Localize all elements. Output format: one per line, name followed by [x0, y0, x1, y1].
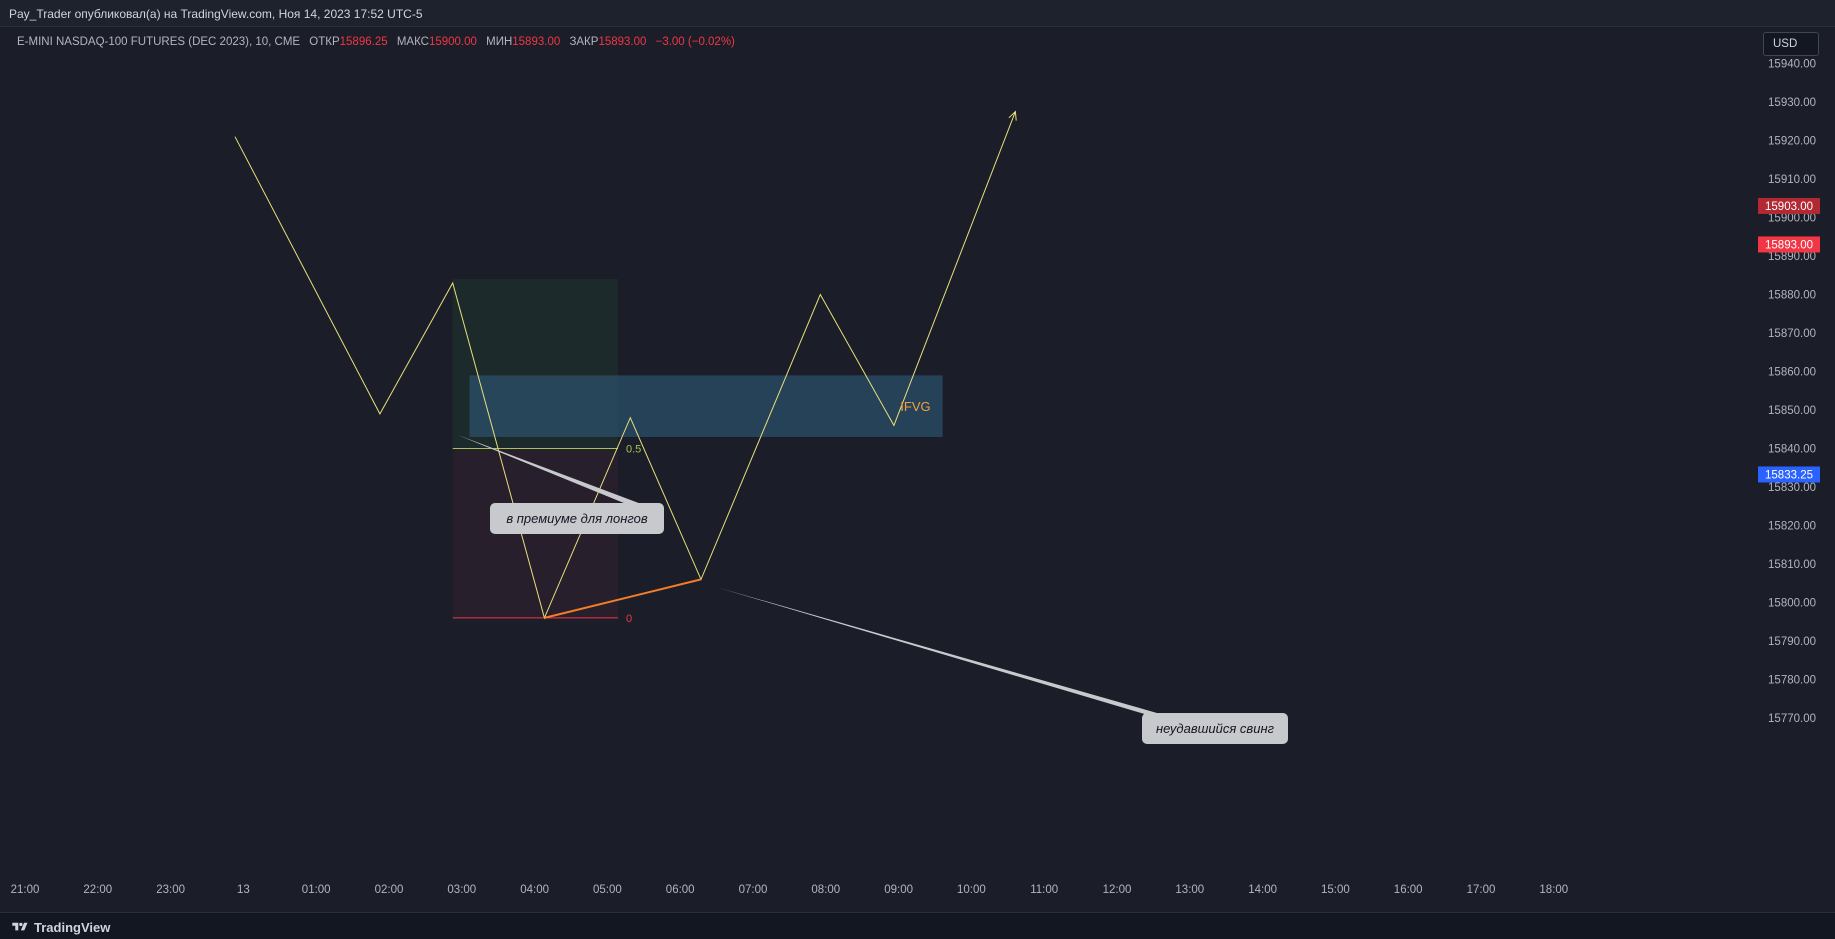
price-label-box [1758, 197, 1820, 214]
tradingview-logo-icon [12, 922, 28, 931]
lines-layer [234, 110, 1017, 620]
price-tick-label: 15830.00 [1768, 482, 1816, 494]
time-tick-label: 11:00 [1030, 884, 1058, 896]
time-tick-label: 03:00 [447, 884, 476, 896]
footer-bar: TradingView [0, 912, 1835, 939]
chart-area[interactable] [0, 27, 1835, 912]
tradingview-logo[interactable]: TradingView [10, 919, 110, 935]
callout-pointer [457, 435, 658, 517]
change-value: −3.00 (−0.02%) [655, 36, 735, 48]
price-label-text: 15833.25 [1765, 469, 1813, 481]
close-value: 15893.00 [598, 36, 647, 48]
callout-box [1142, 713, 1288, 744]
price-tick-label: 15890.00 [1768, 251, 1816, 263]
time-tick-label: 23:00 [156, 884, 185, 896]
time-tick-label: 05:00 [593, 884, 622, 896]
fib-level-05-label: 0.5 [626, 444, 641, 456]
callout-pointer [716, 587, 1164, 715]
low-value: 15893.00 [512, 36, 561, 48]
publication-header: Pay_Trader опубликовал(а) на TradingView… [0, 0, 1835, 27]
time-tick-label: 09:00 [884, 884, 913, 896]
price-tick-label: 15780.00 [1768, 675, 1816, 687]
close-label: ЗАКР [569, 36, 599, 48]
price-tick-label: 15770.00 [1768, 713, 1816, 725]
time-tick-label: 14:00 [1248, 884, 1277, 896]
failed-swing-line [544, 578, 702, 619]
time-tick-label: 15:00 [1321, 884, 1350, 896]
price-tick-label: 15860.00 [1768, 367, 1816, 379]
time-tick-label: 16:00 [1394, 884, 1423, 896]
time-tick-label: 02:00 [375, 884, 404, 896]
time-tick-label: 01:00 [302, 884, 331, 896]
callouts-layer: в премиуме для лонгов неудавшийся свинг [457, 435, 1288, 744]
time-tick-label: 10:00 [957, 884, 986, 896]
time-tick-label: 22:00 [83, 884, 112, 896]
time-tick-label: 07:00 [739, 884, 768, 896]
time-axis: 21:00 22:00 23:00 13 01:00 02:00 03:00 04:00 05:… [11, 884, 1569, 896]
time-tick-label: 12:00 [1103, 884, 1132, 896]
labels-layer: IFVG 0.5 0 [626, 399, 931, 625]
price-tick-label: 15880.00 [1768, 290, 1816, 302]
price-label-text: 15903.00 [1765, 201, 1813, 213]
callout-text: неудавшийся свинг [1156, 721, 1275, 736]
published-by-text: Pay_Trader опубликовал(а) на TradingView… [9, 7, 423, 21]
callout-text: в премиуме для лонгов [506, 511, 648, 526]
path-arrow-head [1008, 110, 1017, 121]
price-tick-label: 15870.00 [1768, 328, 1816, 340]
price-tick-label: 15940.00 [1768, 59, 1816, 71]
price-tick-label: 15810.00 [1768, 559, 1816, 571]
price-tick-label: 15790.00 [1768, 636, 1816, 648]
open-value: 15896.25 [339, 36, 388, 48]
open-label: ОТКР [309, 36, 340, 48]
price-tick-label: 15920.00 [1768, 136, 1816, 148]
price-axis: 15940.00 15930.00 15920.00 15910.00 15900.00… [1758, 59, 1820, 725]
price-tick-label: 15930.00 [1768, 97, 1816, 109]
price-tick-label: 15800.00 [1768, 598, 1816, 610]
high-value: 15900.00 [428, 36, 477, 48]
time-tick-label: 21:00 [11, 884, 40, 896]
callout-box [490, 503, 664, 534]
time-tick-label: 17:00 [1467, 884, 1496, 896]
low-label: МИН [486, 36, 513, 48]
price-tick-label: 15850.00 [1768, 405, 1816, 417]
price-label-box [1758, 236, 1820, 253]
time-tick-label: 18:00 [1539, 884, 1568, 896]
ifvg-zone [469, 375, 943, 437]
price-tick-label: 15910.00 [1768, 174, 1816, 186]
price-tick-label: 15900.00 [1768, 213, 1816, 225]
symbol-legend[interactable]: E-MINI NASDAQ-100 FUTURES (DEC 2023), 10… [17, 36, 735, 48]
price-tick-label: 15820.00 [1768, 521, 1816, 533]
price-label-text: 15893.00 [1765, 239, 1813, 251]
currency-button[interactable]: USD [1763, 32, 1819, 56]
symbol-name: E-MINI NASDAQ-100 FUTURES (DEC 2023), 10… [17, 36, 301, 48]
time-tick-label: 06:00 [666, 884, 695, 896]
ifvg-label: IFVG [900, 399, 930, 414]
time-tick-label: 04:00 [520, 884, 549, 896]
price-label-box [1758, 466, 1820, 483]
high-label: МАКС [396, 36, 429, 48]
price-path-line [234, 111, 1016, 620]
fib-level-0-label: 0 [626, 613, 632, 625]
time-tick-label: 13:00 [1175, 884, 1204, 896]
tradingview-brand: TradingView [34, 919, 111, 935]
price-tick-label: 15840.00 [1768, 444, 1816, 456]
time-tick-label: 08:00 [811, 884, 840, 896]
time-tick-label: 13 [237, 884, 250, 896]
